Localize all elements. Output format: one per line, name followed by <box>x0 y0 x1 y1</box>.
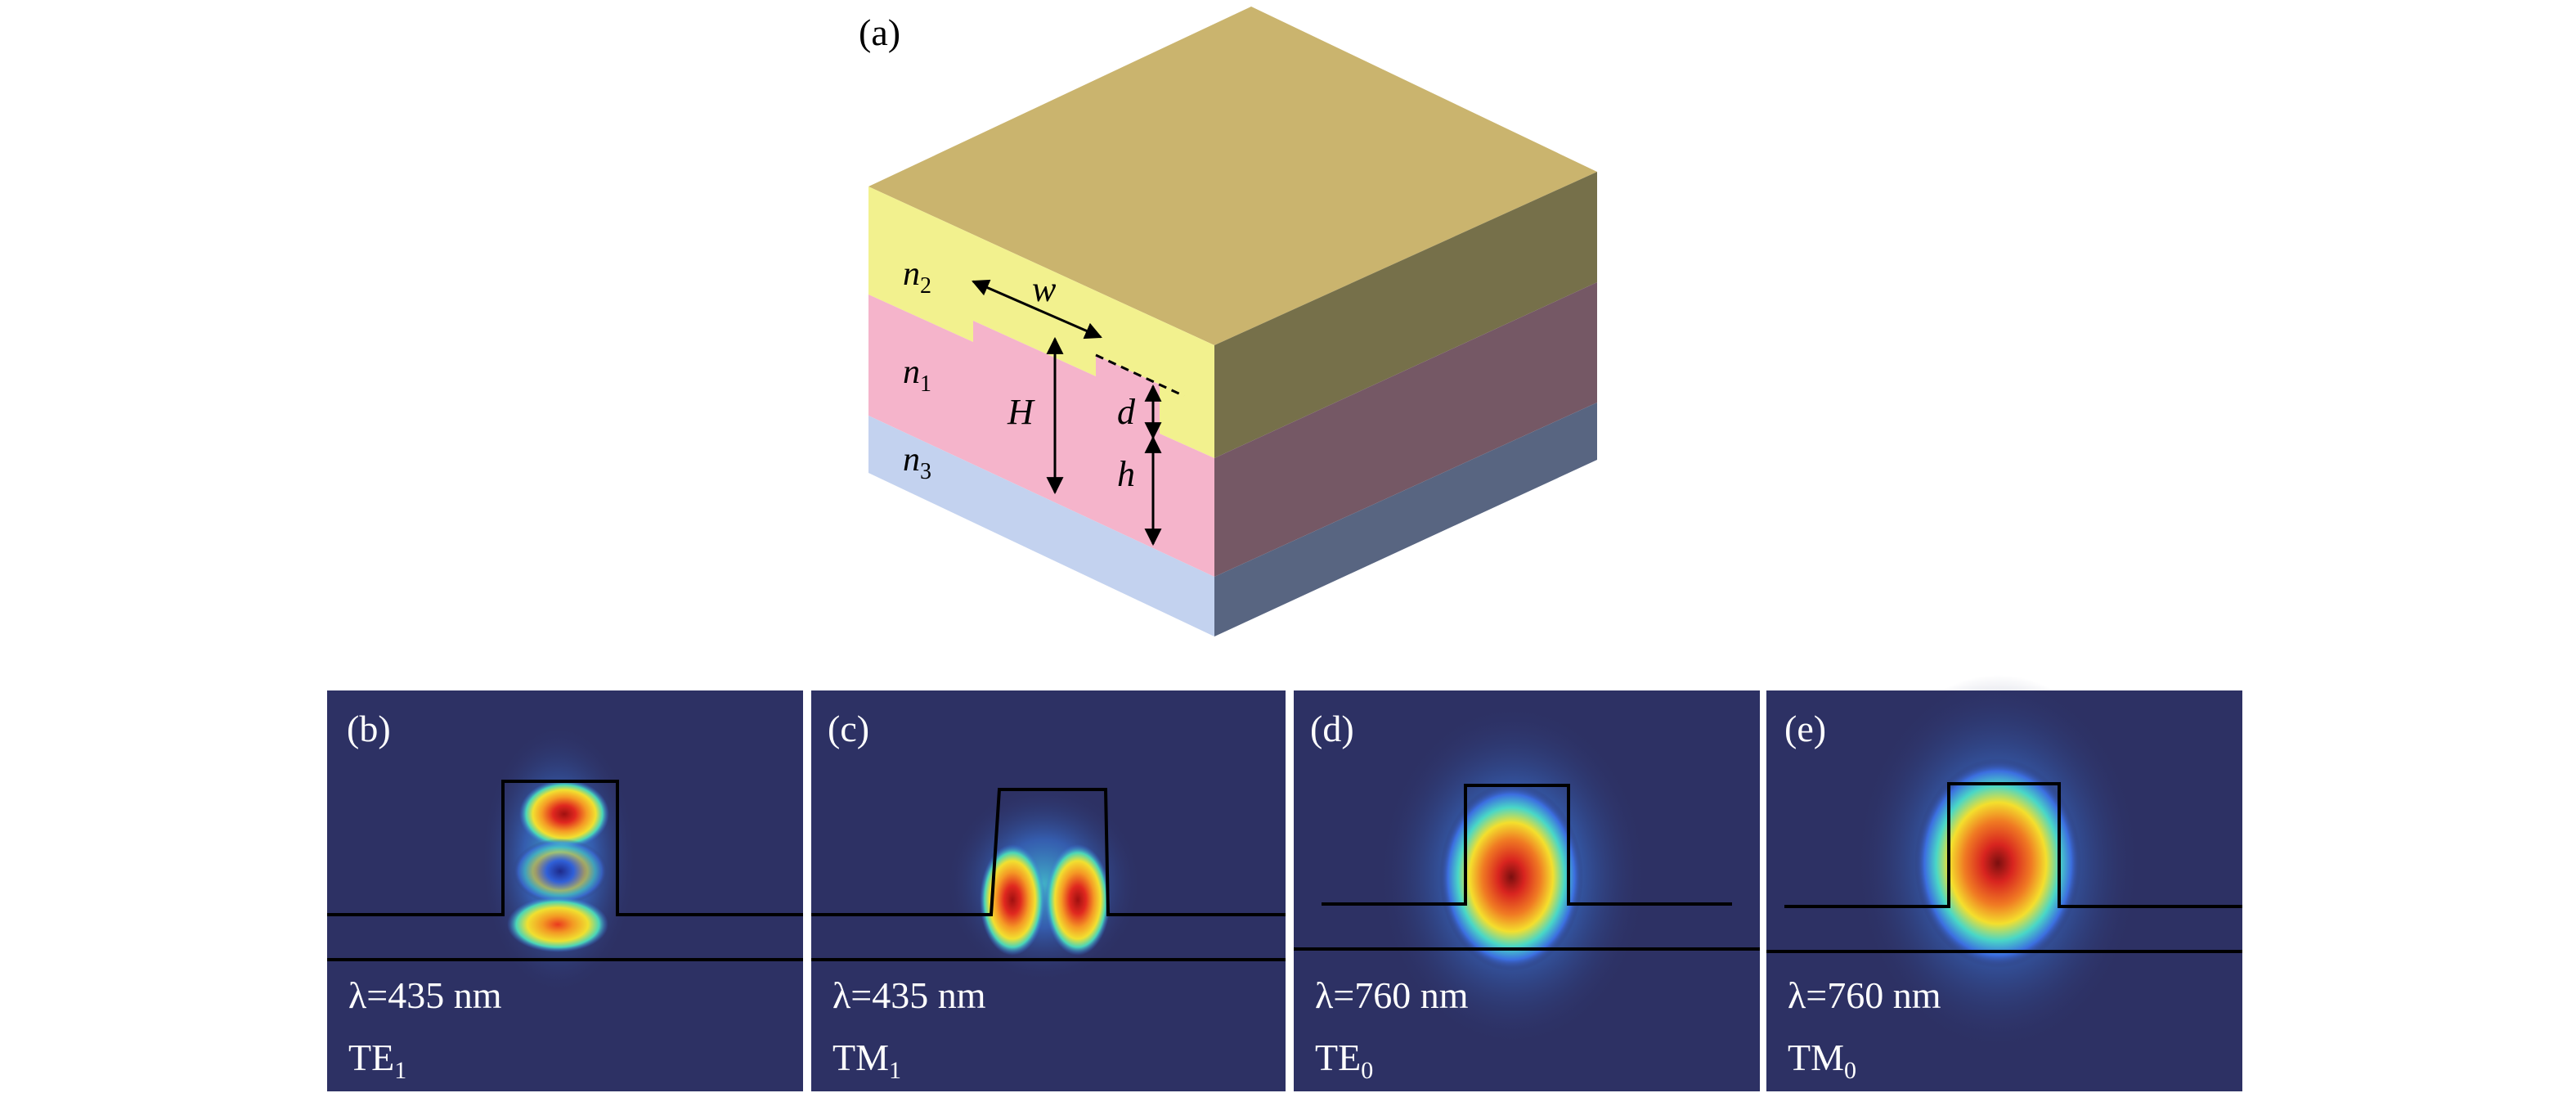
wavelength-label: λ=435 nm <box>348 974 502 1016</box>
field-lobe-top <box>519 780 609 848</box>
waveguide-outline <box>1784 782 2242 908</box>
mode-label: TE0 <box>1315 1037 1373 1084</box>
panel-b-label: (b) <box>347 708 391 749</box>
h-label: h <box>1117 454 1135 494</box>
waveguide-outline <box>811 788 1286 916</box>
n1-label: n1 <box>903 353 931 397</box>
panel-a-label: (a) <box>859 11 900 53</box>
w-label: w <box>1032 269 1057 309</box>
waveguide-outline <box>327 780 803 916</box>
d-label: d <box>1117 392 1136 432</box>
etch-dashed-line <box>1095 353 1185 398</box>
mode-label: TE1 <box>348 1037 406 1084</box>
panel-c-label: (c) <box>828 708 869 749</box>
mode-panel-d: (d) λ=760 nm TE0 <box>1294 690 1760 1091</box>
core-front-face <box>868 295 1214 577</box>
field-lobe-left <box>980 844 1045 956</box>
field-lobe-bottom <box>507 897 608 952</box>
field-node-middle <box>536 852 585 891</box>
n3-label: n3 <box>903 441 931 484</box>
n2-label: n2 <box>903 255 931 299</box>
panel-d-label: (d) <box>1310 708 1354 749</box>
core-side-face <box>1214 282 1597 577</box>
w-arrow <box>972 279 1102 340</box>
wavelength-label: λ=435 nm <box>832 974 986 1016</box>
mode-panel-e: (e) λ=760 nm TM0 <box>1766 675 2242 1091</box>
wavelength-label: λ=760 nm <box>1315 974 1469 1016</box>
field-lobe-center <box>1914 758 2081 968</box>
substrate-side-face <box>1214 403 1597 636</box>
mode-label: TM0 <box>1788 1037 1856 1084</box>
mode-label: TM1 <box>832 1037 901 1084</box>
cladding-side-face <box>1214 172 1597 458</box>
field-lobe-right <box>1045 844 1111 956</box>
mode-panel-b: (b) λ=435 nm TE1 <box>327 690 803 1091</box>
panel-a: (a) n2 n1 n3 w H d h <box>859 7 1597 636</box>
top-face <box>868 7 1597 345</box>
waveguide-outline <box>1322 784 1732 906</box>
wavelength-label: λ=760 nm <box>1788 974 1941 1016</box>
H-label: H <box>1007 392 1035 432</box>
substrate-front-face <box>868 416 1214 636</box>
panel-e-label: (e) <box>1784 708 1826 749</box>
field-lobe-center <box>1439 783 1583 971</box>
mode-panel-c: (c) λ=435 nm TM1 <box>811 690 1286 1091</box>
